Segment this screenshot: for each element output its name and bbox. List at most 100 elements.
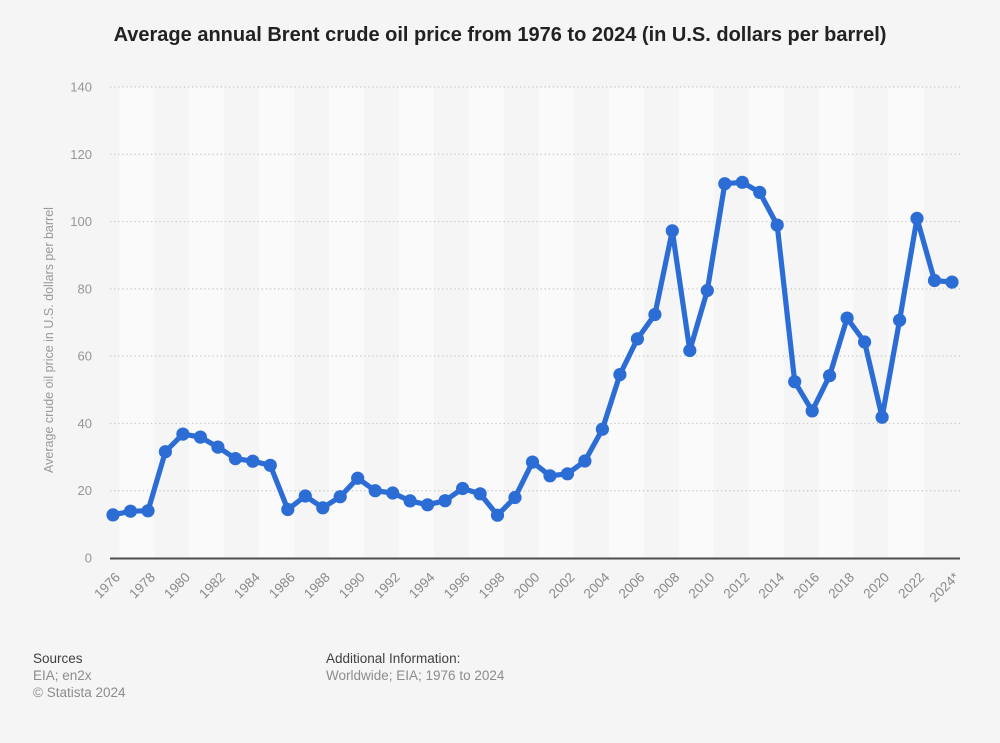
x-tick-label: 2020 xyxy=(860,570,892,602)
data-point-1992[interactable] xyxy=(386,486,400,500)
data-point-2020[interactable] xyxy=(875,410,889,424)
data-point-2002[interactable] xyxy=(560,467,575,481)
data-point-1983[interactable] xyxy=(228,452,242,466)
data-point-2007[interactable] xyxy=(648,307,662,322)
data-point-2012[interactable] xyxy=(735,175,749,189)
x-tick-label: 2018 xyxy=(825,570,857,602)
data-point-2018[interactable] xyxy=(840,311,854,325)
x-tick-label: 1988 xyxy=(301,570,333,602)
x-tick-label: 1998 xyxy=(476,570,508,602)
data-point-1981[interactable] xyxy=(193,430,207,444)
data-point-2008[interactable] xyxy=(665,224,679,238)
copyright-notice: © Statista 2024 xyxy=(33,684,126,700)
x-tick-label: 2000 xyxy=(511,570,543,602)
x-tick-label: 2014 xyxy=(755,569,787,601)
y-tick-label: 60 xyxy=(78,349,92,364)
data-point-2019[interactable] xyxy=(858,335,872,349)
data-point-2003[interactable] xyxy=(578,454,592,468)
y-tick-label: 20 xyxy=(78,483,92,498)
x-tick-label: 2008 xyxy=(651,570,683,602)
data-point-2010[interactable] xyxy=(700,283,714,298)
data-point-1996[interactable] xyxy=(456,481,470,496)
sources-value: EIA; en2x xyxy=(33,667,92,683)
data-point-2001[interactable] xyxy=(543,469,557,483)
data-point-2005[interactable] xyxy=(613,368,627,382)
data-point-2014[interactable] xyxy=(770,218,784,232)
plot-stripe xyxy=(469,87,504,559)
data-point-2022[interactable] xyxy=(910,211,924,225)
y-axis-title: Average crude oil price in U.S. dollars … xyxy=(42,207,56,473)
x-tick-label: 1994 xyxy=(406,569,438,601)
data-point-2000[interactable] xyxy=(525,455,540,469)
plot-stripe xyxy=(399,87,434,559)
y-tick-label: 140 xyxy=(70,80,92,95)
data-point-1977[interactable] xyxy=(123,504,138,518)
data-point-1994[interactable] xyxy=(421,498,435,512)
x-tick-label: 2022 xyxy=(895,570,927,602)
plot-stripe xyxy=(119,87,155,559)
data-point-1998[interactable] xyxy=(490,508,505,522)
x-tick-label: 1992 xyxy=(371,570,403,602)
data-point-2009[interactable] xyxy=(683,343,697,358)
data-point-2013[interactable] xyxy=(753,185,767,199)
footer-additional-info-block: Additional Information: Worldwide; EIA; … xyxy=(326,651,504,685)
sources-label: Sources xyxy=(33,651,83,666)
data-point-1979[interactable] xyxy=(158,445,172,459)
data-point-1991[interactable] xyxy=(368,484,382,498)
x-tick-label: 1996 xyxy=(441,570,473,602)
x-tick-label: 2004 xyxy=(581,569,613,601)
plot-stripe xyxy=(538,87,574,559)
data-point-2023[interactable] xyxy=(927,273,942,288)
plot-stripe xyxy=(608,87,644,559)
price-line-chart: 0 20 40 60 80 100 120 140 Average crude oil pric… xyxy=(42,80,963,606)
data-point-1989[interactable] xyxy=(333,490,347,504)
data-point-2017[interactable] xyxy=(823,369,837,383)
data-point-1987[interactable] xyxy=(298,489,312,503)
x-tick-label: 2006 xyxy=(616,570,648,602)
data-point-2021[interactable] xyxy=(893,313,907,327)
data-point-1980[interactable] xyxy=(176,427,190,441)
x-tick-label: 1976 xyxy=(91,570,123,602)
data-point-1993[interactable] xyxy=(403,494,417,508)
data-point-1976[interactable] xyxy=(106,508,120,522)
additional-info-value: Worldwide; EIA; 1976 to 2024 xyxy=(326,667,505,683)
additional-info-label: Additional Information: xyxy=(326,651,461,666)
data-point-1988[interactable] xyxy=(316,501,330,515)
footer-sources-block: Sources EIA; en2x © Statista 2024 xyxy=(33,651,126,701)
x-tick-label: 1978 xyxy=(126,570,158,602)
data-point-2016[interactable] xyxy=(805,404,819,418)
chart-title: Average annual Brent crude oil price fro… xyxy=(113,24,887,46)
x-tick-label: 1986 xyxy=(266,570,298,602)
data-point-2006[interactable] xyxy=(630,332,645,346)
data-point-1995[interactable] xyxy=(438,494,452,508)
x-tick-label: 1984 xyxy=(231,569,263,601)
data-point-2011[interactable] xyxy=(718,177,732,191)
x-tick-label: 1980 xyxy=(161,570,193,602)
plot-stripe xyxy=(189,87,225,559)
x-tick-label: 2002 xyxy=(546,570,578,602)
data-point-1978[interactable] xyxy=(141,504,155,518)
data-point-1985[interactable] xyxy=(263,458,277,472)
x-tick-label: 2016 xyxy=(790,570,822,602)
data-point-1986[interactable] xyxy=(281,502,295,517)
y-tick-label: 80 xyxy=(78,281,92,296)
x-tick-label: 2012 xyxy=(721,570,753,602)
x-tick-label: 1990 xyxy=(336,570,368,602)
data-point-2004[interactable] xyxy=(595,422,610,436)
data-point-1984[interactable] xyxy=(246,454,260,468)
y-tick-label: 120 xyxy=(70,147,92,162)
data-point-2024[interactable] xyxy=(945,275,959,289)
plot-stripe xyxy=(748,87,784,559)
data-point-1997[interactable] xyxy=(473,487,487,501)
x-tick-label: 1982 xyxy=(196,570,228,602)
y-tick-label: 40 xyxy=(78,416,92,431)
data-point-2015[interactable] xyxy=(788,375,802,389)
data-point-1999[interactable] xyxy=(508,490,522,505)
data-point-1982[interactable] xyxy=(211,440,225,454)
data-point-1990[interactable] xyxy=(351,471,365,485)
y-tick-label: 0 xyxy=(85,551,92,566)
y-tick-label: 100 xyxy=(70,214,92,229)
x-tick-label: 2024* xyxy=(927,569,963,605)
x-tick-label: 2010 xyxy=(686,570,718,602)
